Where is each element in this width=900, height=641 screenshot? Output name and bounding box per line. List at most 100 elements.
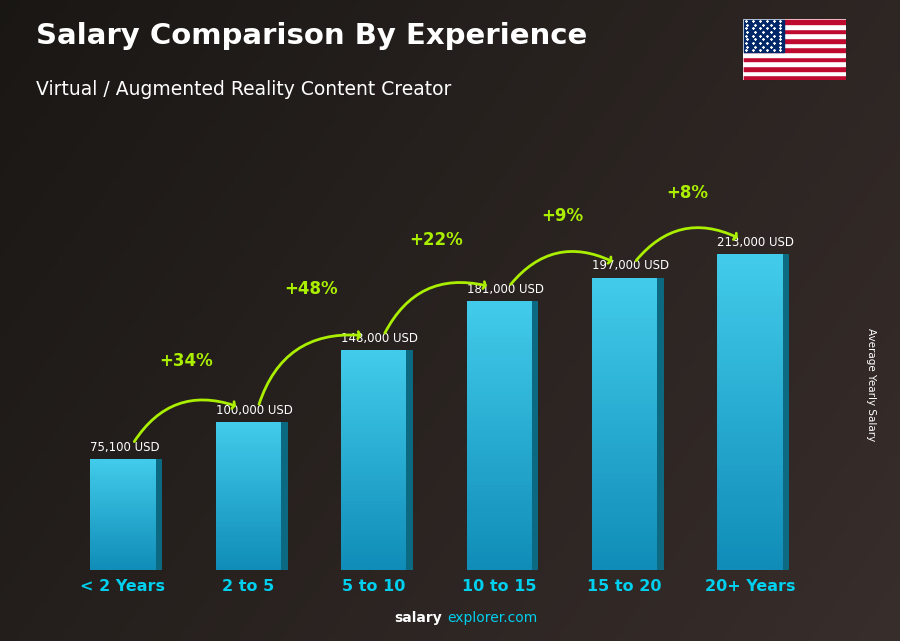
Bar — [717, 280, 783, 285]
Bar — [592, 463, 657, 468]
Bar — [717, 497, 783, 502]
Bar — [90, 546, 156, 548]
Bar — [341, 394, 407, 398]
Bar — [592, 492, 657, 497]
Bar — [717, 554, 783, 560]
Bar — [216, 487, 281, 488]
Bar — [341, 464, 407, 468]
Bar — [466, 521, 532, 526]
Bar — [717, 396, 783, 401]
Bar — [717, 338, 783, 344]
Bar — [466, 566, 532, 570]
Bar — [592, 429, 657, 434]
Bar — [466, 301, 532, 306]
Bar — [717, 285, 783, 290]
Bar — [742, 43, 846, 47]
Bar — [717, 518, 783, 523]
Bar — [216, 481, 281, 484]
Text: Average Yearly Salary: Average Yearly Salary — [866, 328, 877, 441]
Bar — [90, 544, 156, 546]
Bar — [466, 485, 532, 490]
Bar — [341, 486, 407, 490]
Bar — [90, 537, 156, 539]
Bar — [717, 444, 783, 449]
Bar — [592, 541, 657, 546]
Bar — [466, 553, 532, 557]
Bar — [90, 476, 156, 478]
Bar — [90, 529, 156, 531]
Bar — [90, 526, 156, 528]
Bar — [90, 488, 156, 490]
Bar — [90, 563, 156, 565]
Bar — [90, 478, 156, 479]
Bar — [592, 385, 657, 390]
Bar — [90, 556, 156, 558]
Bar — [341, 468, 407, 471]
Bar — [592, 370, 657, 375]
Bar — [216, 431, 281, 434]
Bar — [90, 500, 156, 502]
Bar — [216, 444, 281, 447]
Bar — [341, 376, 407, 379]
Bar — [216, 568, 281, 570]
Text: 100,000 USD: 100,000 USD — [216, 404, 292, 417]
Bar — [341, 526, 407, 530]
Bar — [592, 414, 657, 419]
Bar — [742, 29, 846, 33]
Bar — [592, 399, 657, 404]
Bar — [90, 511, 156, 513]
Text: 213,000 USD: 213,000 USD — [717, 235, 795, 249]
Bar — [592, 322, 657, 326]
Bar — [90, 520, 156, 522]
Bar — [592, 449, 657, 453]
Bar — [216, 511, 281, 513]
Bar — [90, 492, 156, 494]
Bar — [466, 431, 532, 436]
Bar — [717, 322, 783, 328]
Bar — [216, 513, 281, 516]
Bar — [466, 494, 532, 499]
Bar — [717, 365, 783, 370]
Bar — [717, 290, 783, 296]
Bar — [341, 460, 407, 464]
Bar — [90, 459, 156, 461]
Bar — [341, 457, 407, 460]
Bar — [341, 365, 407, 369]
Bar — [466, 427, 532, 431]
Bar — [341, 560, 407, 563]
Bar — [341, 515, 407, 519]
Bar — [216, 464, 281, 467]
Bar — [742, 38, 846, 43]
Bar — [90, 524, 156, 526]
Bar — [592, 341, 657, 346]
Bar — [466, 463, 532, 467]
Bar — [592, 561, 657, 565]
Bar — [742, 66, 846, 71]
Bar — [717, 481, 783, 486]
Bar — [592, 424, 657, 429]
Bar — [216, 467, 281, 469]
Bar — [717, 539, 783, 544]
Bar — [90, 487, 156, 488]
Bar — [216, 541, 281, 543]
Bar — [216, 501, 281, 504]
Bar — [592, 287, 657, 292]
Bar — [592, 438, 657, 444]
Bar — [216, 524, 281, 526]
Bar — [341, 508, 407, 512]
Bar — [216, 449, 281, 451]
Text: 75,100 USD: 75,100 USD — [90, 440, 160, 454]
Bar — [466, 512, 532, 517]
Bar — [90, 463, 156, 464]
Bar — [466, 342, 532, 346]
Text: +8%: +8% — [666, 184, 708, 202]
Bar — [216, 494, 281, 496]
Bar — [592, 468, 657, 473]
Bar — [592, 453, 657, 458]
Bar — [717, 375, 783, 381]
Bar — [592, 278, 657, 283]
Bar — [466, 440, 532, 445]
Text: +48%: +48% — [284, 280, 338, 298]
Bar — [216, 471, 281, 474]
Polygon shape — [407, 351, 413, 570]
